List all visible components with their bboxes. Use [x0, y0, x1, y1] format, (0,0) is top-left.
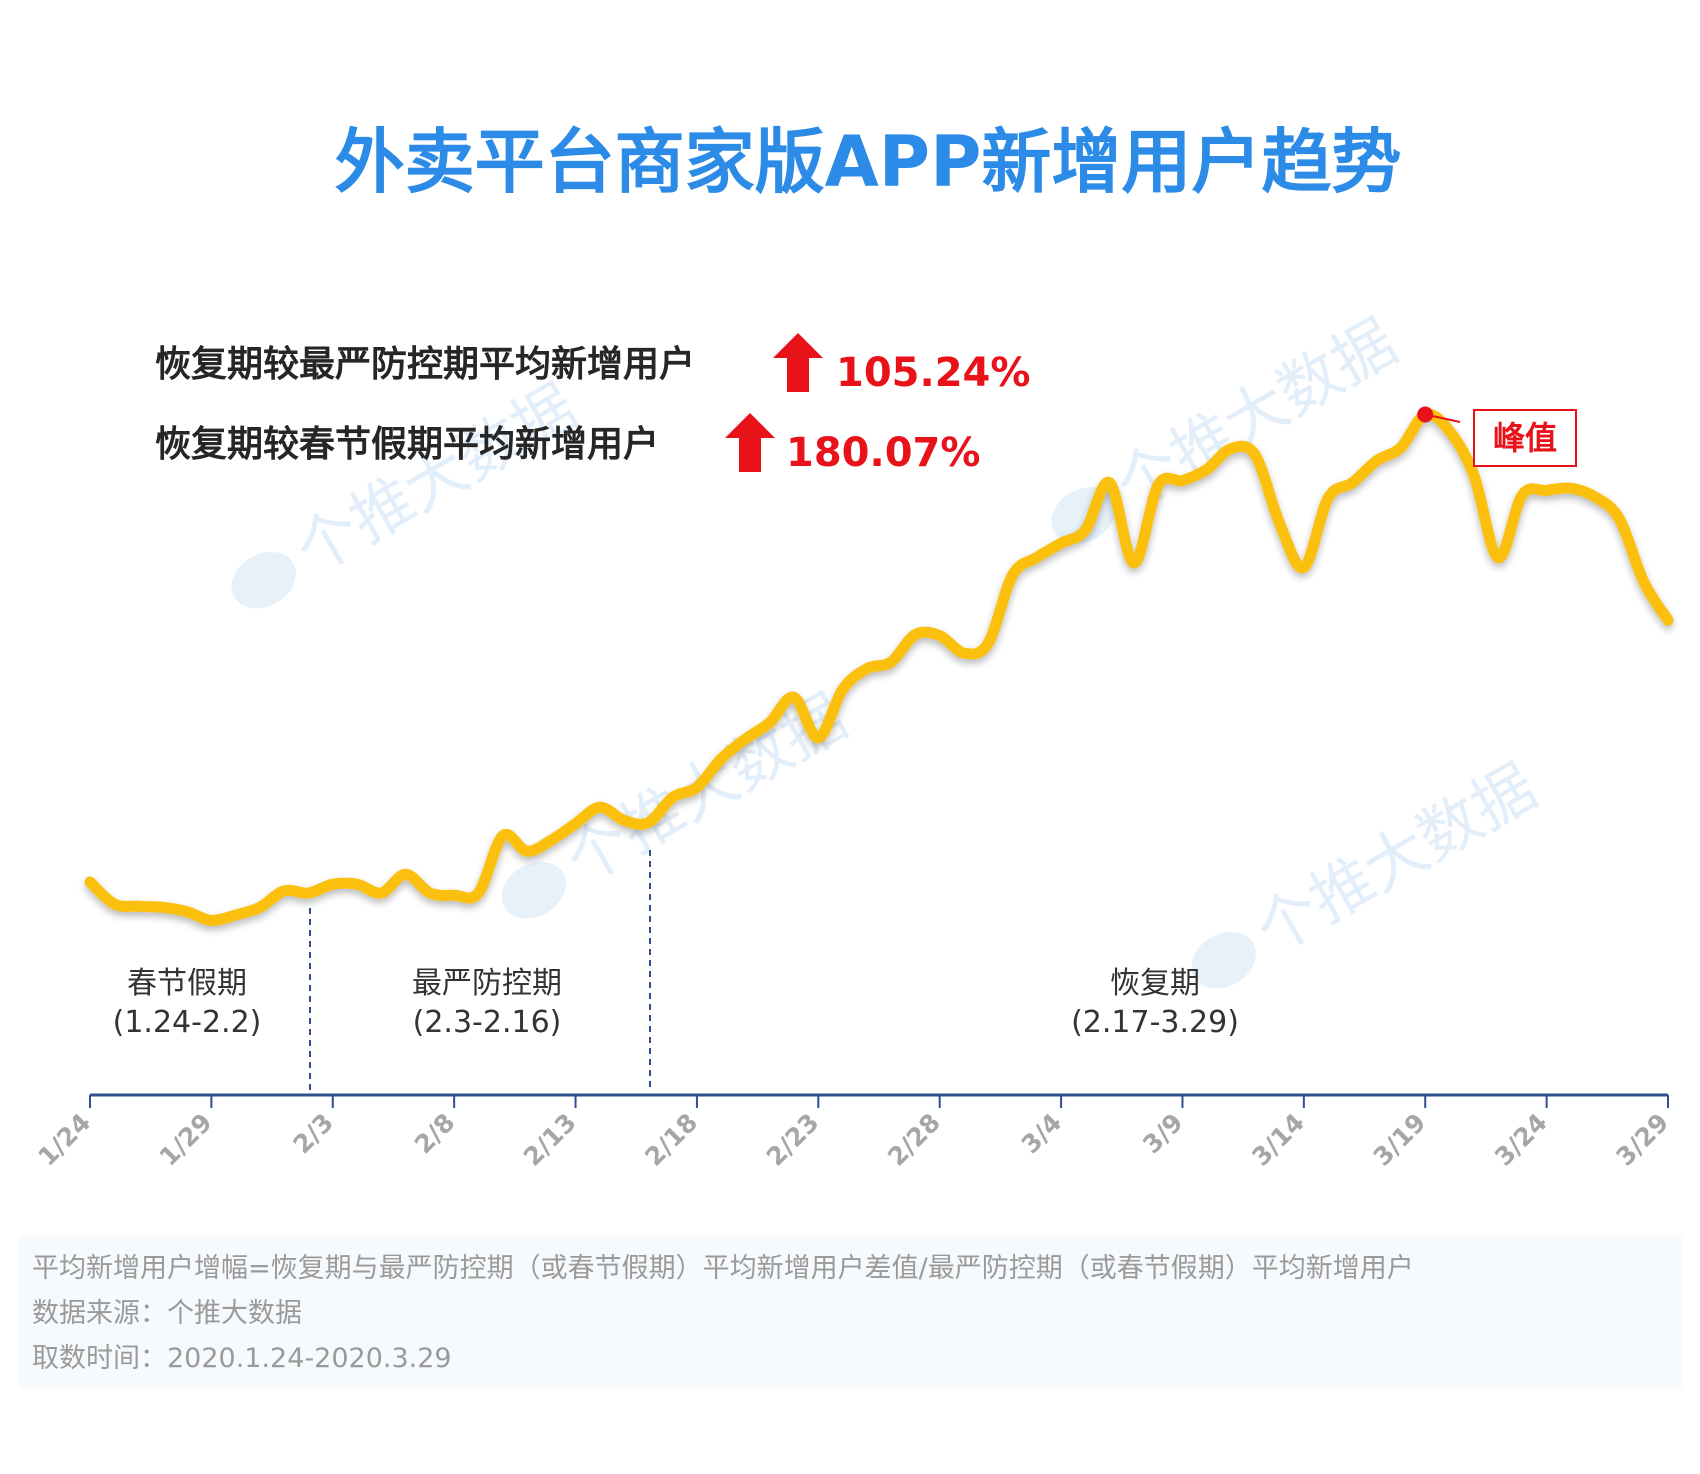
watermark: 个推大数据 [1191, 750, 1549, 989]
x-tick-label-2-23: 2/23 [761, 1108, 825, 1172]
up-arrow-icon [773, 333, 823, 392]
watermark-text: 个推大数据 [1244, 750, 1549, 968]
footer-source: 数据来源：个推大数据 [32, 1298, 302, 1329]
period-name-holiday: 春节假期 [127, 966, 247, 1001]
footer-formula: 平均新增用户增幅=恢复期与最严防控期（或春节假期）平均新增用户差值/最严防控期（… [32, 1253, 1414, 1284]
x-tick-label-3-24: 3/24 [1489, 1108, 1553, 1172]
watermark-text: 个推大数据 [1104, 305, 1409, 523]
period-range-strict: (2.3-2.16) [413, 1005, 562, 1040]
stat-value-recovery-vs-strict: 105.24% [836, 350, 1030, 396]
watermark-logo-icon [501, 861, 566, 919]
chart-title: 外卖平台商家版APP新增用户趋势 [335, 121, 1402, 203]
period-range-recovery: (2.17-3.29) [1071, 1005, 1239, 1040]
x-tick-label-2-18: 2/18 [639, 1108, 703, 1172]
x-tick-label-3-29: 3/29 [1610, 1108, 1674, 1172]
watermark-text: 个推大数据 [284, 370, 589, 588]
x-tick-label-2-13: 2/13 [518, 1108, 582, 1172]
x-tick-label-3-9: 3/9 [1137, 1108, 1189, 1160]
watermark-logo-icon [1191, 931, 1256, 989]
footer-time: 取数时间：2020.1.24-2020.3.29 [32, 1343, 452, 1374]
footer-notes: 平均新增用户增幅=恢复期与最严防控期（或春节假期）平均新增用户差值/最严防控期（… [18, 1236, 1682, 1388]
watermark-text: 个推大数据 [554, 680, 859, 898]
x-axis-ticks: 1/24 1/29 2/3 2/8 2/13 2/18 2/23 2/28 3/4 3/9 3/14… [32, 1095, 1674, 1172]
x-tick-label-1-24: 1/24 [32, 1108, 96, 1172]
x-tick-label-2-3: 2/3 [287, 1108, 339, 1160]
x-tick-label-3-4: 3/4 [1016, 1108, 1068, 1160]
x-tick-label-3-14: 3/14 [1246, 1108, 1310, 1172]
x-tick-label-3-19: 3/19 [1368, 1108, 1432, 1172]
peak-label: 峰值 [1493, 419, 1557, 457]
period-range-holiday: (1.24-2.2) [113, 1005, 262, 1040]
x-tick-label-2-28: 2/28 [882, 1108, 946, 1172]
watermark: 个推大数据 [231, 370, 589, 609]
x-tick-label-2-8: 2/8 [409, 1108, 461, 1160]
stat-label-recovery-vs-holiday: 恢复期较春节假期平均新增用户 [155, 424, 659, 465]
series-line [84, 408, 1674, 927]
stat-value-recovery-vs-holiday: 180.07% [786, 430, 980, 476]
peak-label-box [1473, 409, 1577, 467]
up-arrow-icon [725, 413, 775, 472]
period-name-recovery: 恢复期 [1110, 966, 1200, 1001]
x-tick-label-1-29: 1/29 [154, 1108, 218, 1172]
period-name-strict: 最严防控期 [412, 966, 562, 1001]
watermark-logo-icon [231, 551, 296, 609]
peak-marker [1417, 406, 1434, 423]
stat-label-recovery-vs-strict: 恢复期较最严防控期平均新增用户 [155, 344, 695, 385]
